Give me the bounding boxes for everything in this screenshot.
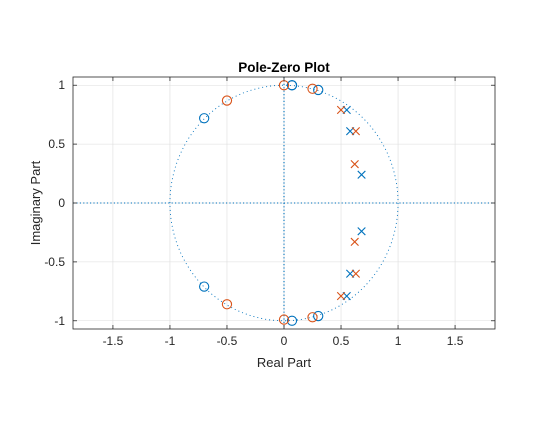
zero-marker bbox=[286, 80, 298, 91]
x-tick-label: 0 bbox=[281, 334, 288, 348]
zero-marker bbox=[278, 314, 290, 325]
y-tick-label: -0.5 bbox=[44, 255, 65, 269]
pole-marker-stroke bbox=[336, 105, 346, 115]
pole-marker bbox=[357, 170, 366, 179]
zero-marker bbox=[199, 113, 210, 124]
zero-marker bbox=[307, 83, 318, 94]
pole-marker-stroke bbox=[350, 159, 359, 169]
y-tick-label: 0.5 bbox=[48, 137, 65, 151]
chart-title: Pole-Zero Plot bbox=[238, 60, 330, 75]
x-tick-label: 1 bbox=[395, 334, 402, 348]
y-tick-label: -1 bbox=[54, 314, 65, 328]
zero-marker bbox=[307, 312, 318, 323]
pole-marker bbox=[351, 269, 361, 278]
y-tick-label: 1 bbox=[58, 78, 65, 92]
pole-marker bbox=[336, 291, 346, 301]
x-tick-label: 1.5 bbox=[447, 334, 464, 348]
x-tick-label: -1 bbox=[165, 334, 176, 348]
pole-marker bbox=[357, 227, 366, 236]
pole-marker-stroke bbox=[351, 126, 361, 136]
x-tick-label: 0.5 bbox=[333, 334, 350, 348]
pole-marker bbox=[350, 159, 359, 169]
x-tick-label: -0.5 bbox=[217, 334, 238, 348]
pole-marker bbox=[336, 105, 346, 115]
pole-marker bbox=[350, 237, 359, 247]
y-tick-label: 0 bbox=[58, 196, 65, 210]
x-tick-label: -1.5 bbox=[103, 334, 124, 348]
ticks: -1.5 -1 -0.5 0 0.5 1 1.5 -1 -0.5 0 0.5 1 bbox=[44, 77, 495, 348]
zero-marker bbox=[286, 315, 298, 326]
zero-marker bbox=[221, 299, 233, 310]
pole-marker bbox=[351, 126, 361, 136]
x-axis-label: Real Part bbox=[257, 355, 312, 370]
zero-marker bbox=[221, 95, 233, 106]
zero-marker bbox=[313, 310, 324, 322]
zero-marker bbox=[199, 281, 210, 292]
pole-marker-stroke bbox=[336, 291, 346, 301]
pole-marker-stroke bbox=[351, 269, 361, 278]
pole-marker-stroke bbox=[357, 170, 366, 179]
y-axis-label: Imaginary Part bbox=[28, 160, 43, 245]
zero-marker bbox=[313, 84, 324, 96]
pole-marker-stroke bbox=[350, 237, 359, 247]
pole-marker-stroke bbox=[357, 227, 366, 236]
reference-lines bbox=[73, 77, 495, 329]
data-markers bbox=[199, 80, 366, 326]
